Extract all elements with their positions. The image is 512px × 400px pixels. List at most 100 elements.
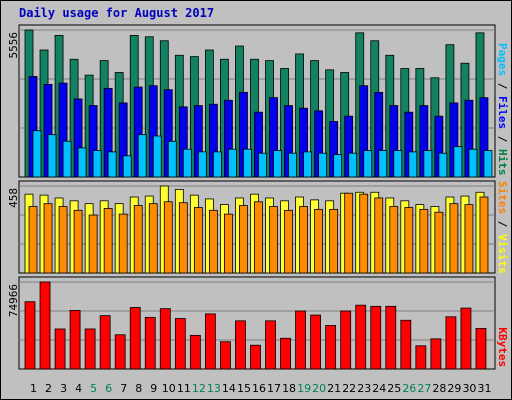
bar-kbytes-day-6 xyxy=(99,315,111,370)
legend-separator: / xyxy=(496,214,509,234)
bar-kbytes-day-19 xyxy=(295,310,306,370)
day-label: 30 xyxy=(462,382,476,395)
bar-kbytes-day-21 xyxy=(325,325,337,370)
bar-kbytes-day-9 xyxy=(144,316,156,370)
bar-sites-day-10 xyxy=(163,201,173,274)
bar-pages-day-11 xyxy=(182,148,192,178)
bar-pages-day-1 xyxy=(32,130,42,178)
bar-sites-day-9 xyxy=(148,203,158,274)
bar-kbytes-day-8 xyxy=(129,307,141,370)
day-label: 23 xyxy=(357,382,371,395)
bar-kbytes-day-28 xyxy=(430,338,442,370)
bar-sites-day-15 xyxy=(239,205,248,274)
bar-sites-day-27 xyxy=(419,208,429,274)
day-label: 29 xyxy=(447,382,461,395)
bar-pages-day-23 xyxy=(363,150,373,178)
day-label: 22 xyxy=(342,382,356,395)
bar-pages-day-26 xyxy=(408,151,418,178)
day-label: 21 xyxy=(327,382,341,395)
bar-kbytes-day-4 xyxy=(69,309,81,370)
bar-pages-day-2 xyxy=(47,134,57,178)
legend-separator: / xyxy=(496,76,509,96)
day-label: 31 xyxy=(477,382,491,395)
bar-kbytes-day-25 xyxy=(385,305,397,370)
bar-sites-day-8 xyxy=(133,205,143,274)
day-label: 16 xyxy=(252,382,266,395)
bar-sites-day-23 xyxy=(359,193,369,274)
bar-pages-day-9 xyxy=(152,135,162,178)
bar-sites-day-11 xyxy=(178,202,188,274)
day-label: 5 xyxy=(90,382,97,395)
day-label: 7 xyxy=(120,382,127,395)
bar-sites-day-2 xyxy=(43,203,53,274)
day-label: 20 xyxy=(312,382,326,395)
bar-kbytes-day-1 xyxy=(24,301,36,370)
bar-sites-day-29 xyxy=(449,203,459,274)
bar-pages-day-7 xyxy=(122,155,132,178)
bar-kbytes-day-29 xyxy=(445,316,457,370)
bar-kbytes-day-31 xyxy=(475,327,487,370)
bar-pages-day-30 xyxy=(468,148,478,178)
bar-pages-day-16 xyxy=(258,152,267,178)
bar-sites-day-24 xyxy=(374,197,384,274)
bar-pages-day-6 xyxy=(107,151,117,178)
bar-kbytes-day-26 xyxy=(400,319,412,370)
legend-panel-3: KBytes xyxy=(496,327,509,367)
bar-sites-day-16 xyxy=(254,201,263,274)
bar-kbytes-day-17 xyxy=(265,320,276,370)
bar-pages-day-31 xyxy=(483,150,493,178)
day-label: 17 xyxy=(267,382,281,395)
bar-kbytes-day-5 xyxy=(84,328,96,370)
bar-pages-day-17 xyxy=(273,150,282,178)
bar-pages-day-10 xyxy=(167,140,177,178)
y-max-label: 5556 xyxy=(7,32,20,59)
bar-kbytes-day-27 xyxy=(415,345,427,370)
bar-kbytes-day-3 xyxy=(54,328,66,370)
day-label: 24 xyxy=(372,382,386,395)
legend-pages: Pages xyxy=(496,43,509,76)
day-label: 2 xyxy=(45,382,52,395)
bar-kbytes-day-11 xyxy=(174,318,186,370)
day-label: 26 xyxy=(402,382,416,395)
day-label: 27 xyxy=(417,382,431,395)
bar-pages-day-25 xyxy=(393,150,403,178)
day-label: 25 xyxy=(387,382,401,395)
bar-kbytes-day-18 xyxy=(280,337,291,370)
bar-pages-day-12 xyxy=(197,151,207,178)
bar-kbytes-day-7 xyxy=(114,334,126,370)
day-label: 8 xyxy=(135,382,142,395)
bar-kbytes-day-15 xyxy=(235,320,246,370)
bar-sites-day-4 xyxy=(73,209,83,274)
bar-sites-day-20 xyxy=(314,208,324,274)
bar-pages-day-15 xyxy=(243,148,252,178)
bar-pages-day-3 xyxy=(62,140,72,178)
bar-sites-day-3 xyxy=(58,206,68,274)
bar-sites-day-31 xyxy=(479,196,489,274)
legend-panel-1: Pages / Files / Hits xyxy=(496,43,509,176)
bar-pages-day-22 xyxy=(348,152,358,178)
bar-kbytes-day-13 xyxy=(204,313,216,370)
legend-visits: Visits xyxy=(496,234,509,274)
bar-sites-day-21 xyxy=(329,208,339,274)
bar-sites-day-18 xyxy=(284,209,293,274)
bar-kbytes-day-23 xyxy=(355,304,367,370)
bar-sites-day-26 xyxy=(404,207,414,274)
day-label: 10 xyxy=(162,382,176,395)
bar-sites-day-5 xyxy=(88,214,98,274)
day-label: 15 xyxy=(237,382,251,395)
bar-kbytes-day-22 xyxy=(340,310,352,370)
bar-sites-day-25 xyxy=(389,206,399,274)
legend-files: Files xyxy=(496,96,509,129)
bar-pages-day-24 xyxy=(378,150,388,178)
bar-kbytes-day-16 xyxy=(250,344,261,370)
day-label: 18 xyxy=(282,382,296,395)
bar-pages-day-18 xyxy=(288,152,297,178)
bar-kbytes-day-30 xyxy=(460,307,472,370)
legend-kbytes: KBytes xyxy=(496,327,509,367)
bar-kbytes-day-20 xyxy=(310,314,322,370)
day-label: 9 xyxy=(150,382,157,395)
day-label: 14 xyxy=(222,382,236,395)
bar-pages-day-21 xyxy=(333,154,343,178)
